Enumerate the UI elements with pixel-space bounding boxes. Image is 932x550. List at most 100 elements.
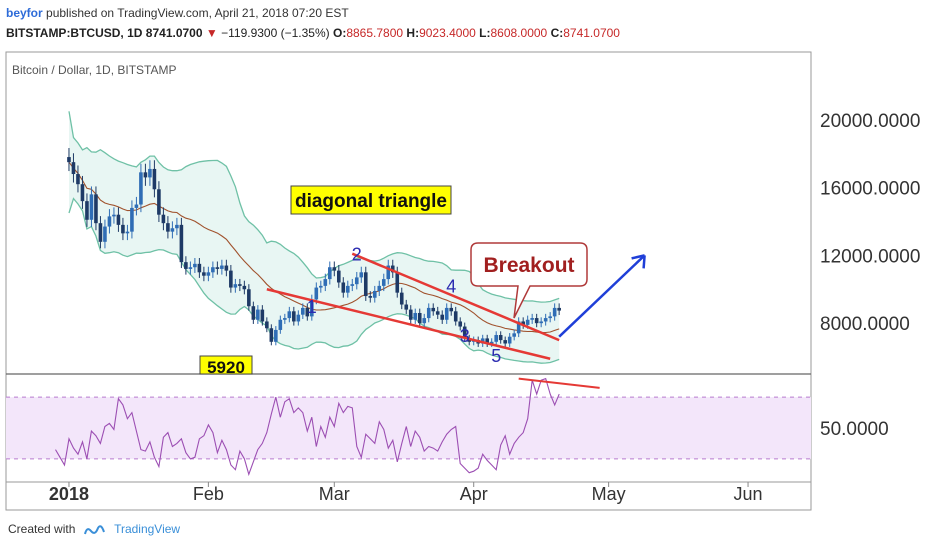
rsi-indicator [6,377,811,477]
date-tick-label: Apr [460,484,488,504]
candle-body [489,341,494,344]
price-tick-label: 20000.0000 [820,111,920,132]
symbol-legend: BITSTAMP:BTCUSD, 1D 8741.0700 ▼ −119.930… [6,26,620,40]
candle-body [336,270,341,283]
tradingview-logo-icon [83,525,105,535]
upper-trendline [351,252,560,342]
candle-body [256,309,260,320]
candle-body [498,335,503,341]
candle-body [134,204,139,208]
candle-body [233,284,238,288]
candle-body [103,226,107,242]
candle-body [507,336,512,344]
open-value: 8865.7800 [346,26,404,40]
rsi-band-fill [6,397,811,459]
candle-body [161,214,166,224]
candle-body [462,326,467,339]
candle-body [238,284,242,286]
band-fill [69,111,560,364]
candle-body [85,201,89,220]
price-change: −119.9300 (−1.35%) [221,26,330,40]
high-value: 9023.4000 [419,26,476,40]
breakout-label: Breakout [483,254,574,277]
candle-body [332,267,337,271]
candle-body [251,306,256,320]
candle-body [557,307,561,311]
date-tick-label: Jun [734,484,763,504]
candle-body [399,292,404,305]
price-tick-label: 12000.0000 [820,246,920,267]
candle-body [121,224,125,234]
candle-body [148,168,152,178]
candle-body [530,318,534,320]
candle-body [80,184,85,202]
open-label: O: [332,26,347,40]
candle-body [260,309,265,322]
candle-body [274,329,278,342]
candle-body [215,267,220,269]
candle-body [247,289,251,307]
rsi-line [55,377,560,477]
low-label: L: [479,26,491,40]
date-tick-label: Mar [319,484,350,504]
publish-text: published on TradingView.com, April 21, … [46,6,349,20]
candle-body [184,262,188,269]
candle-body [440,314,445,320]
basis-line [68,161,560,334]
tradingview-link[interactable]: TradingView [114,522,181,536]
wave-label: 3 [460,326,470,346]
time-axis[interactable]: 2018 Feb Mar Apr May Jun [49,482,763,504]
price-tick-label: 16000.0000 [820,179,920,200]
created-with-text: Created with [8,522,76,536]
close-value: 8741.0700 [563,26,620,40]
candle-body [485,338,490,344]
high-label: H: [406,26,420,40]
target-arrow-head-icon [631,254,646,269]
candles [67,148,561,347]
candle-body [516,321,521,334]
candle-body [170,228,175,232]
candle-body [390,265,395,273]
candle-body [229,270,233,288]
low-label-box [199,355,253,375]
candle-body [179,224,184,263]
candle-body [327,267,332,280]
candle-body [314,287,319,300]
chart-title: Bitcoin / Dollar, 1D, BITSTAMP [12,63,177,77]
diagonal-label-text: diagonal triangle [295,191,447,212]
candle-body [301,307,305,315]
candle-body [363,272,368,297]
diagonal-label-box [290,185,452,215]
target-arrow-line [558,254,646,338]
lower-trendline [266,288,551,360]
symbol-name: BITSTAMP:BTCUSD, 1D [6,26,143,40]
rsi-divergence-line [518,377,600,389]
candle-body [107,216,112,227]
annotations: 1 2 3 4 5 diagonal triangle Breakout 5920 [199,185,646,389]
candle-body [543,318,548,322]
candle-body [548,316,552,319]
candle-body [395,272,400,293]
price-axis[interactable]: 20000.0000 16000.0000 12000.0000 8000.0000 5… [820,111,920,440]
author-link[interactable]: beyfor [6,6,43,20]
candle-body [143,172,148,178]
change-arrow-icon: ▼ [205,26,218,40]
rsi-tick-label: 50.0000 [820,419,889,440]
candle-body [539,321,543,324]
wave-label: 1 [307,297,317,317]
candle-body [422,318,427,324]
lower-band-line [68,197,560,364]
candle-body [458,321,463,327]
candle-body [345,285,350,293]
candle-body [323,279,328,286]
date-tick-label: Feb [193,484,224,504]
candle-body [377,285,382,291]
candle-body [512,333,516,337]
low-label-text: 5920 [207,358,245,377]
candle-body [89,194,94,220]
candle-body [319,285,323,288]
candle-body [534,318,539,324]
candle-body [431,307,436,312]
candle-body [242,285,247,290]
